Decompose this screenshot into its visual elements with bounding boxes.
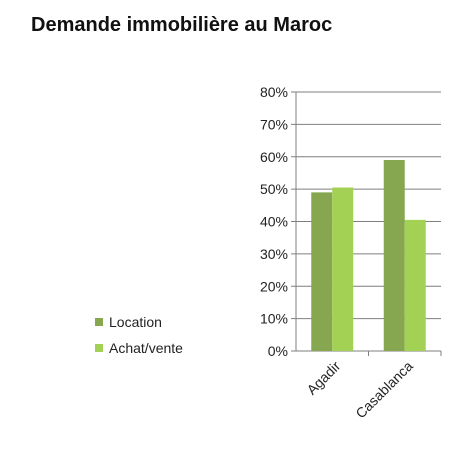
y-tick-label: 70% [260,116,288,132]
x-tick-label: Agadir [303,358,343,398]
legend-item: Achat/vente [95,338,183,358]
y-tick-label: 50% [260,181,288,197]
y-tick-label: 0% [268,343,288,359]
legend-item: Location [95,312,183,332]
x-tick-label: Casablanca [352,358,416,422]
bar-achat-vente-casablanca [404,219,426,351]
chart-title: Demande immobilière au Maroc [31,14,333,36]
legend-swatch [95,318,103,326]
legend-label: Location [109,314,162,330]
legend-label: Achat/vente [109,340,183,356]
y-tick-label: 60% [260,149,288,165]
bar-location-casablanca [383,159,405,351]
y-tick-label: 10% [260,311,288,327]
y-tick-label: 40% [260,214,288,230]
y-tick-label: 20% [260,278,288,294]
bar-achat-vente-agadir [332,187,354,351]
bar-location-agadir [311,192,333,351]
y-tick-label: 80% [260,84,288,100]
y-tick-label: 30% [260,246,288,262]
legend: Location Achat/vente [95,312,183,364]
legend-swatch [95,344,103,352]
